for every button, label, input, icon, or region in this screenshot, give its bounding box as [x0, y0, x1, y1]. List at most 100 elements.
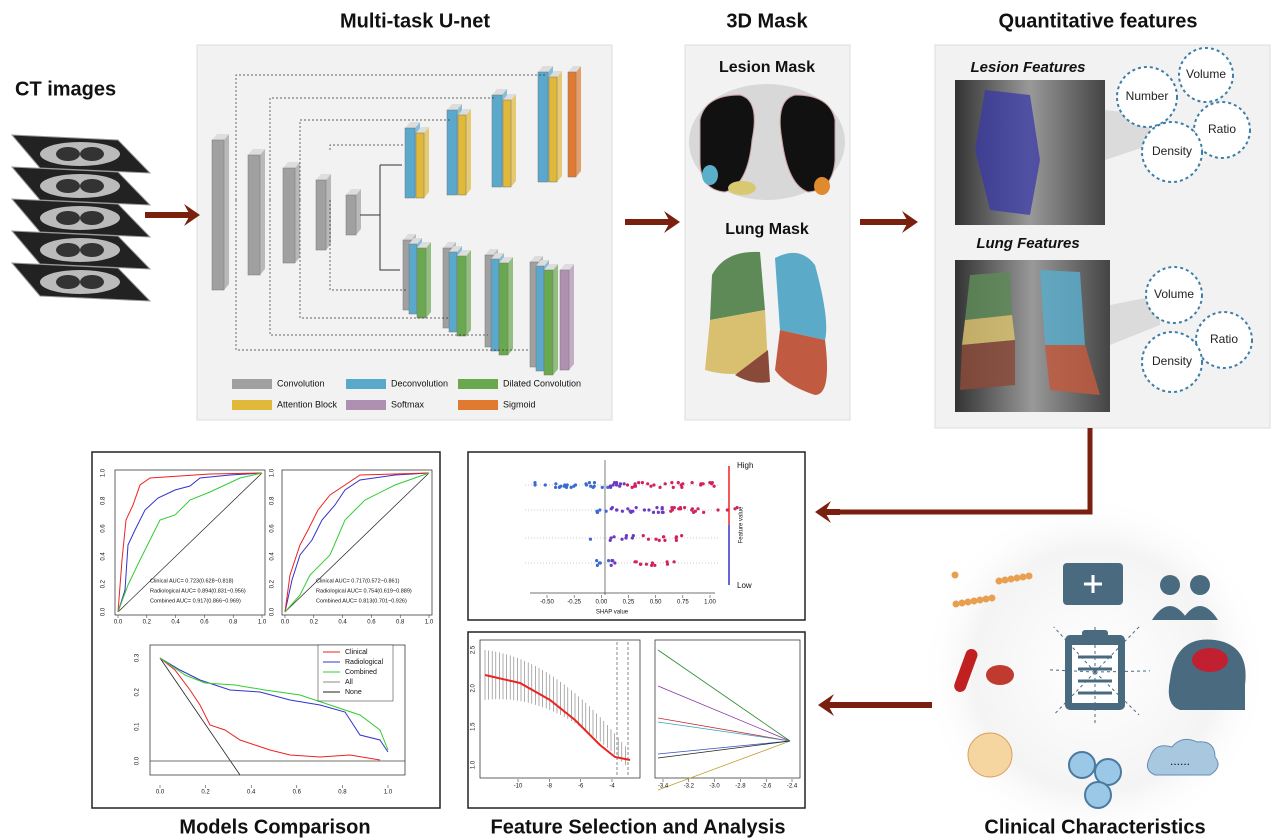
y-tick-label: 0.4	[101, 552, 107, 561]
roc-legend: Clinical AUC= 0.717(0.572~0.861)	[316, 578, 400, 584]
roc-legend: Radiological AUC= 0.754(0.619~0.889)	[316, 588, 412, 594]
shap-dot	[657, 511, 660, 514]
block	[405, 128, 415, 198]
ct-label: CT images	[15, 78, 116, 100]
cell-dot	[1008, 576, 1015, 583]
block	[536, 266, 544, 371]
shap-dot	[641, 481, 644, 484]
ct-lung	[56, 211, 80, 225]
block-side	[576, 66, 581, 177]
y-tick-label: 0.4	[270, 552, 276, 561]
x-tick-label: 1.0	[384, 790, 393, 796]
shap-dot	[647, 508, 650, 511]
shap-dot	[692, 511, 695, 514]
shap-dot	[588, 481, 591, 484]
cell-dot	[1014, 575, 1021, 582]
x-tick-label: 0.75	[677, 600, 689, 606]
shap-dot	[716, 508, 719, 511]
y-tick-label: 0.2	[135, 688, 141, 697]
block	[458, 115, 466, 195]
x-tick-label: -2.4	[787, 784, 798, 790]
legend-swatch	[346, 400, 386, 410]
shap-dot	[533, 483, 536, 486]
cell-dot	[989, 595, 996, 602]
block-side	[466, 109, 471, 195]
shap-dot	[733, 507, 736, 510]
shap-dot	[680, 534, 683, 537]
legend-swatch	[346, 379, 386, 389]
x-tick-label: 0.4	[338, 620, 347, 626]
shap-dot	[683, 506, 686, 509]
x-tick-label: 0.8	[229, 620, 238, 626]
ct-lung	[56, 147, 80, 161]
shap-dot	[612, 535, 615, 538]
x-tick-label: 0.2	[201, 790, 210, 796]
feature-label: Ratio	[1210, 332, 1238, 346]
colorbar-high-label: High	[737, 461, 753, 470]
cell-dot	[952, 572, 959, 579]
x-tick-label: 0.25	[623, 600, 635, 606]
dca-legend: All	[345, 679, 353, 686]
block	[447, 110, 457, 195]
y-tick-label: 0.0	[135, 756, 141, 765]
feature-label: Number	[1126, 89, 1169, 103]
x-tick-label: 0.50	[650, 600, 662, 606]
shap-dot	[621, 510, 624, 513]
shap-dot	[662, 535, 665, 538]
shap-dot	[620, 538, 623, 541]
x-tick-label: -2.6	[761, 784, 772, 790]
x-tick-label: -8	[547, 784, 553, 790]
shap-dot	[673, 560, 676, 563]
y-tick-label: 0.8	[270, 496, 276, 505]
shap-dot	[661, 511, 664, 514]
x-tick-label: -6	[578, 784, 584, 790]
cell-dot	[1020, 574, 1027, 581]
shap-dot	[633, 485, 636, 488]
block	[544, 270, 553, 375]
shap-dot	[691, 507, 694, 510]
x-tick-label: -2.8	[735, 784, 746, 790]
x-tick-label: 0.6	[293, 790, 302, 796]
bubble-cell	[1069, 752, 1095, 778]
block-side	[557, 71, 562, 182]
shap-dot	[589, 485, 592, 488]
x-tick-label: 1.0	[425, 620, 434, 626]
block	[549, 77, 557, 182]
colorbar-title: Feature value	[739, 506, 745, 543]
shap-dot	[601, 486, 604, 489]
shap-dot	[631, 536, 634, 539]
lung-overlay	[1040, 270, 1085, 345]
x-tick-label: -4	[609, 784, 615, 790]
block	[457, 256, 466, 336]
block	[568, 72, 576, 177]
y-tick-label: 0.0	[101, 607, 107, 616]
shap-dot	[598, 561, 601, 564]
shap-dot	[584, 482, 587, 485]
shap-dot	[615, 508, 618, 511]
lung-overlay	[960, 340, 1015, 390]
x-tick-label: -3.2	[684, 784, 695, 790]
shap-dot	[611, 506, 614, 509]
person	[1160, 575, 1180, 595]
shap-dot	[691, 481, 694, 484]
shap-dot	[680, 483, 683, 486]
x-tick-label: 0.4	[171, 620, 180, 626]
cell-dot	[1002, 577, 1009, 584]
dca-legend: Radiological	[345, 659, 384, 666]
ct-stack	[12, 135, 150, 301]
shap-dot	[613, 561, 616, 564]
shap-dot	[645, 563, 648, 566]
shap-dot	[658, 486, 661, 489]
colorbar-low-label: Low	[737, 581, 752, 590]
y-tick-label: 0.2	[101, 579, 107, 588]
x-tick-label: 1.0	[258, 620, 267, 626]
x-tick-label: -0.25	[567, 600, 581, 606]
roc-legend: Radiological AUC= 0.894(0.831~0.956)	[150, 588, 246, 594]
legend-swatch	[458, 379, 498, 389]
shap-dot	[652, 511, 655, 514]
shap-dot	[663, 539, 666, 542]
shap-dot	[609, 539, 612, 542]
block-side	[224, 134, 229, 290]
shap-dot	[664, 482, 667, 485]
x-tick-label: 0.8	[396, 620, 405, 626]
